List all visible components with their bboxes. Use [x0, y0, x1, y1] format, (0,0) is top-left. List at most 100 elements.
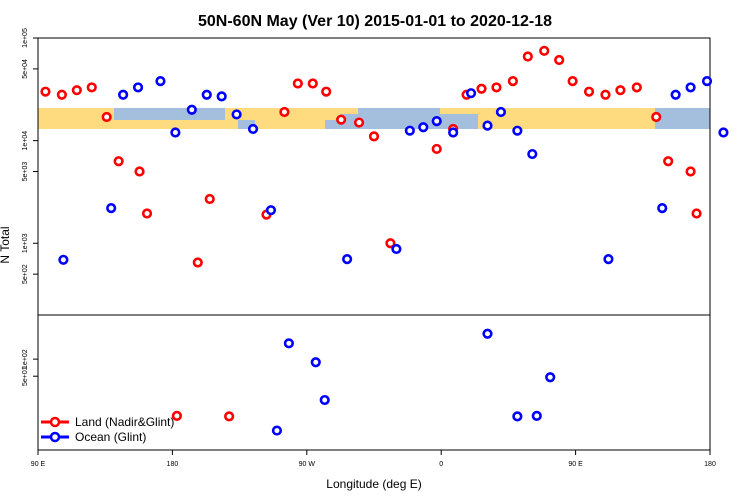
data-point	[554, 54, 565, 66]
legend-land-label: Land (Nadir&Glint)	[75, 415, 174, 429]
data-point	[353, 117, 365, 128]
data-point	[101, 111, 112, 123]
data-point	[404, 125, 415, 136]
data-point	[522, 51, 533, 62]
world-map-band	[38, 108, 710, 129]
data-point	[247, 123, 259, 135]
data-point	[336, 114, 347, 125]
y-tick-label: 1e+04	[22, 131, 29, 151]
data-point	[201, 89, 212, 100]
data-point	[216, 91, 227, 102]
y-tick-label: 1e+05	[22, 28, 29, 48]
x-tick-label: 0	[439, 461, 443, 468]
data-point	[307, 78, 318, 89]
data-point	[531, 410, 542, 421]
x-tick-label: 180	[167, 461, 179, 468]
data-point	[507, 76, 518, 87]
lower-panel-frame	[37, 314, 711, 451]
data-point	[685, 166, 696, 177]
data-point	[512, 125, 523, 136]
map-sea	[120, 110, 145, 118]
data-point	[134, 166, 145, 177]
data-point	[539, 45, 550, 56]
data-point	[567, 76, 578, 87]
data-point	[670, 89, 681, 100]
data-point	[600, 89, 611, 100]
data-point	[321, 86, 332, 97]
data-point	[319, 394, 330, 406]
legend: Land (Nadir&Glint) Ocean (Glint)	[41, 415, 174, 444]
lower-panel-points	[171, 328, 556, 436]
upper-panel-points	[40, 45, 729, 268]
data-point	[476, 83, 487, 94]
data-point	[631, 82, 642, 93]
data-point	[204, 193, 215, 205]
map-band-land	[38, 108, 655, 129]
data-point	[113, 156, 124, 167]
data-point	[482, 120, 493, 131]
data-point	[491, 82, 502, 93]
data-point	[431, 115, 442, 127]
data-point	[603, 254, 614, 265]
y-tick-label: 5e+03	[22, 162, 29, 182]
data-point	[663, 156, 674, 167]
x-tick-label: 90 E	[31, 461, 46, 468]
data-point	[545, 372, 556, 383]
data-point	[527, 148, 538, 160]
data-point	[40, 86, 51, 97]
data-point	[342, 254, 353, 265]
data-point	[615, 85, 626, 96]
data-point	[391, 243, 402, 255]
x-tick-label: 90 E	[568, 461, 583, 468]
x-tick-label: 180	[704, 461, 716, 468]
data-point	[292, 78, 303, 89]
data-point	[283, 338, 294, 349]
data-point	[132, 82, 144, 93]
upper-y-axis: 5e+02 1e+03 5e+03 1e+04 5e+04 1e+05	[22, 28, 38, 284]
x-axis: 90 E 180 90 W 0 90 E 180	[31, 450, 716, 468]
data-point	[192, 257, 203, 268]
y-tick-label: 5e+01	[22, 366, 29, 386]
y-tick-label: 1e+02	[22, 349, 29, 369]
data-point	[465, 88, 477, 99]
legend-land-marker	[49, 416, 61, 428]
data-point	[418, 122, 429, 133]
data-point	[583, 86, 595, 97]
data-point	[171, 410, 182, 421]
data-point	[495, 106, 507, 118]
x-axis-label: Longitude (deg E)	[326, 477, 421, 491]
map-land-mass	[38, 120, 238, 129]
data-point	[118, 89, 129, 100]
y-axis-label: N Total	[0, 226, 12, 263]
data-point	[186, 104, 197, 115]
data-point	[651, 111, 662, 123]
map-land-mass	[440, 108, 490, 114]
data-point	[86, 82, 97, 93]
y-tick-label: 1e+03	[22, 233, 29, 253]
data-point	[431, 143, 442, 155]
map-land-mass	[255, 120, 325, 129]
legend-ocean-label: Ocean (Glint)	[75, 430, 146, 444]
data-point	[448, 127, 459, 138]
data-point	[71, 85, 82, 96]
data-point	[58, 254, 69, 265]
data-point	[155, 76, 166, 87]
data-point	[279, 106, 290, 118]
legend-ocean-marker	[49, 431, 61, 443]
data-point	[231, 109, 242, 120]
data-point	[310, 357, 321, 368]
y-tick-label: 5e+02	[22, 264, 29, 284]
data-point	[271, 425, 283, 436]
data-point	[224, 411, 235, 422]
data-point	[685, 82, 696, 93]
map-land-mass	[485, 108, 655, 129]
data-point	[385, 238, 396, 249]
data-point	[368, 131, 380, 142]
data-point	[106, 203, 117, 214]
data-point	[141, 208, 153, 219]
data-point	[56, 89, 67, 100]
chart-title: 50N-60N May (Ver 10) 2015-01-01 to 2020-…	[198, 13, 552, 30]
data-point	[512, 411, 523, 422]
